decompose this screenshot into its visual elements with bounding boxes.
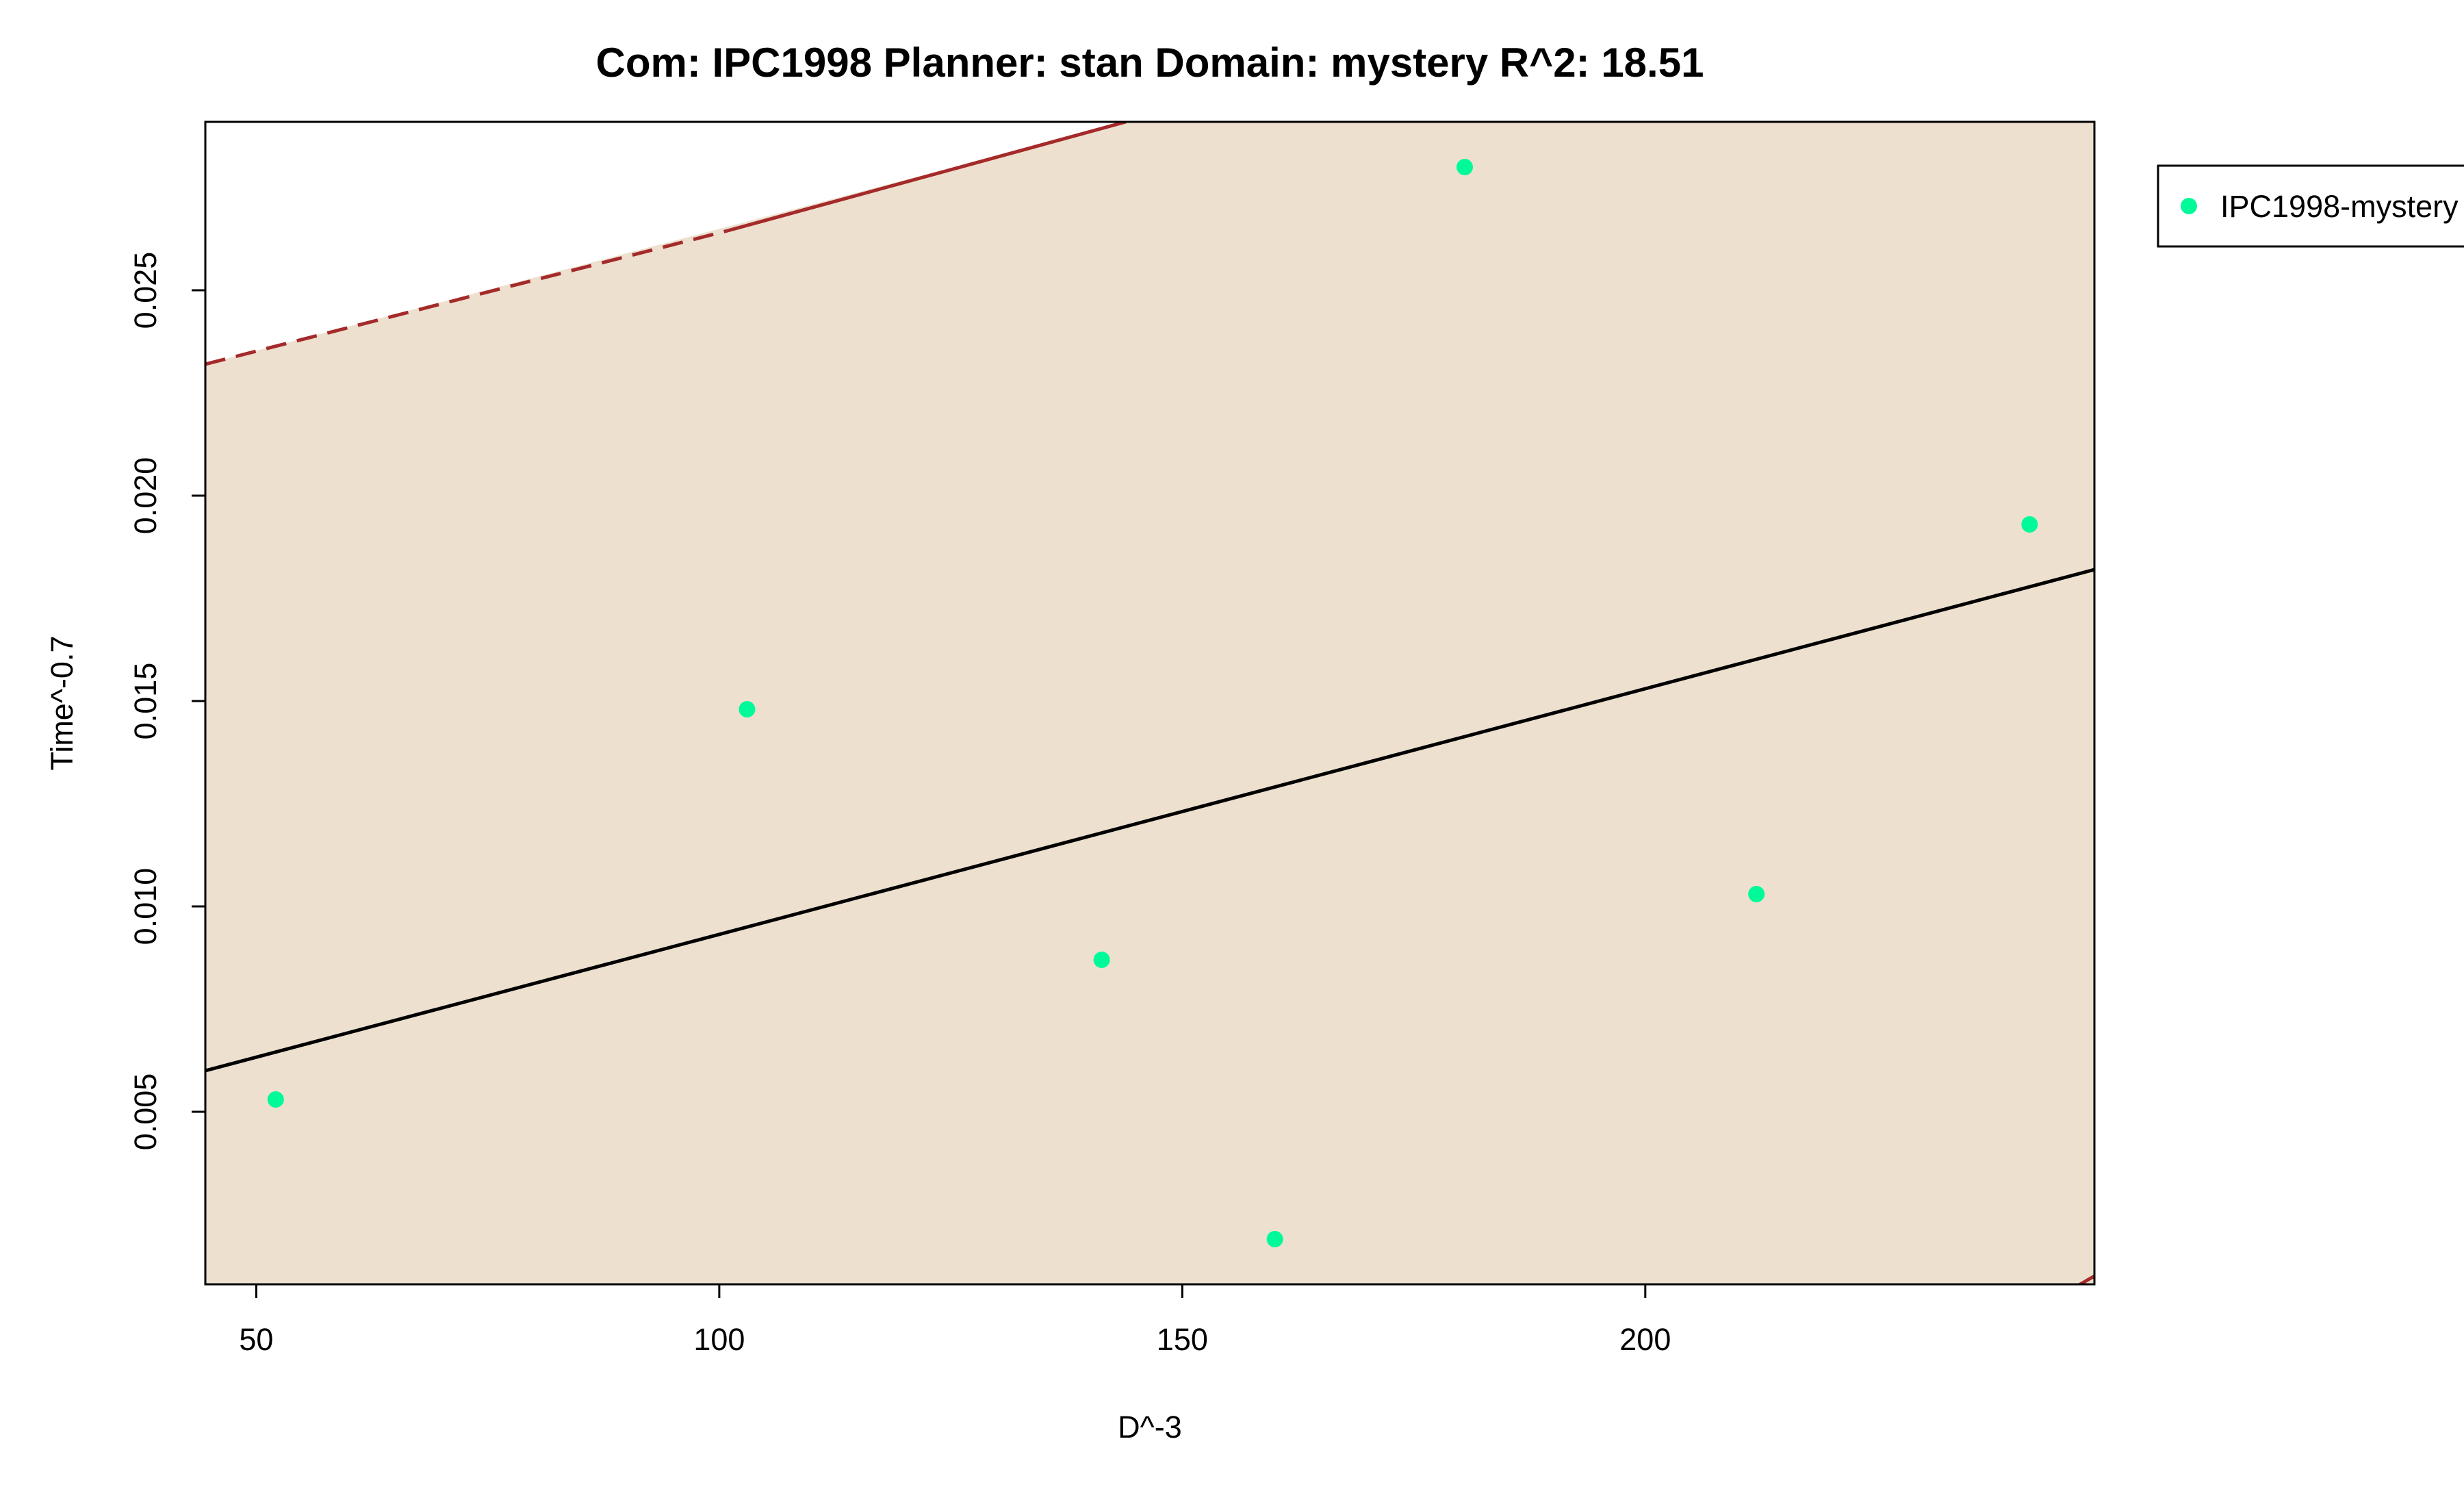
confidence-band xyxy=(205,122,2094,1284)
y-tick-label: 0.015 xyxy=(128,663,163,740)
legend-box xyxy=(2157,164,2464,248)
x-tick-label: 100 xyxy=(693,1322,745,1357)
y-axis: 0.005 0.010 0.015 0.020 0.025 xyxy=(128,252,207,1151)
data-point xyxy=(1093,952,1110,968)
x-axis-label: D^-3 xyxy=(1118,1410,1182,1445)
confidence-band-layer xyxy=(205,122,2094,1284)
data-point xyxy=(739,701,756,717)
y-tick-label: 0.025 xyxy=(128,252,163,329)
legend: IPC1998-mystery xyxy=(2157,164,2464,248)
x-tick-label: 150 xyxy=(1157,1322,1208,1357)
regression-line xyxy=(205,568,2094,1073)
data-point xyxy=(1266,1231,1283,1247)
y-axis-label: Time^-0.7 xyxy=(44,636,79,771)
legend-label: IPC1998-mystery xyxy=(2220,189,2459,224)
point-layer xyxy=(267,159,2038,1247)
legend-marker xyxy=(2181,198,2197,214)
chart-title: Com: IPC1998 Planner: stan Domain: myste… xyxy=(596,40,1704,86)
data-point xyxy=(1456,159,1473,175)
y-tick-label: 0.010 xyxy=(128,868,163,945)
data-point xyxy=(2021,516,2038,533)
data-point xyxy=(267,1091,284,1108)
y-tick-label: 0.005 xyxy=(128,1073,163,1151)
y-tick-label: 0.020 xyxy=(128,457,163,535)
lower-bound-line xyxy=(2077,1274,2094,1284)
x-tick-label: 50 xyxy=(239,1322,273,1357)
x-axis: 50 100 150 200 xyxy=(239,1283,1671,1357)
upper-bound-line-solid xyxy=(727,122,1127,233)
x-tick-label: 200 xyxy=(1619,1322,1671,1357)
line-layer xyxy=(205,122,2094,1284)
data-point xyxy=(1748,886,1765,902)
upper-bound-line-dashed xyxy=(205,229,728,366)
